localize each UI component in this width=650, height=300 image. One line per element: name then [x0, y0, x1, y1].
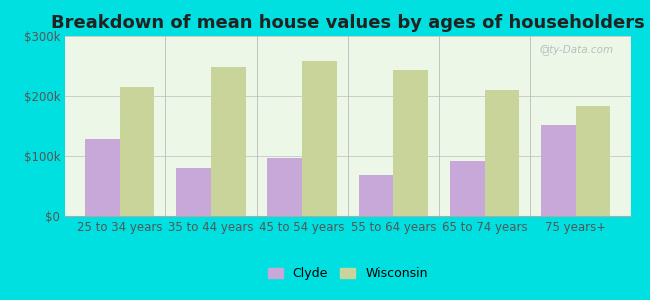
Title: Breakdown of mean house values by ages of householders: Breakdown of mean house values by ages o… — [51, 14, 645, 32]
Bar — [211, 67, 246, 216]
Bar — [484, 90, 519, 216]
Text: City-Data.com: City-Data.com — [540, 45, 614, 55]
Bar — [576, 106, 610, 216]
Bar — [541, 125, 576, 216]
Bar — [450, 161, 484, 216]
Text: ⓘ: ⓘ — [542, 45, 549, 55]
Bar — [176, 168, 211, 216]
Bar — [268, 158, 302, 216]
Bar — [120, 87, 155, 216]
Bar — [85, 139, 120, 216]
Bar — [302, 61, 337, 216]
Bar — [393, 70, 428, 216]
Legend: Clyde, Wisconsin: Clyde, Wisconsin — [263, 262, 433, 285]
Bar — [359, 175, 393, 216]
